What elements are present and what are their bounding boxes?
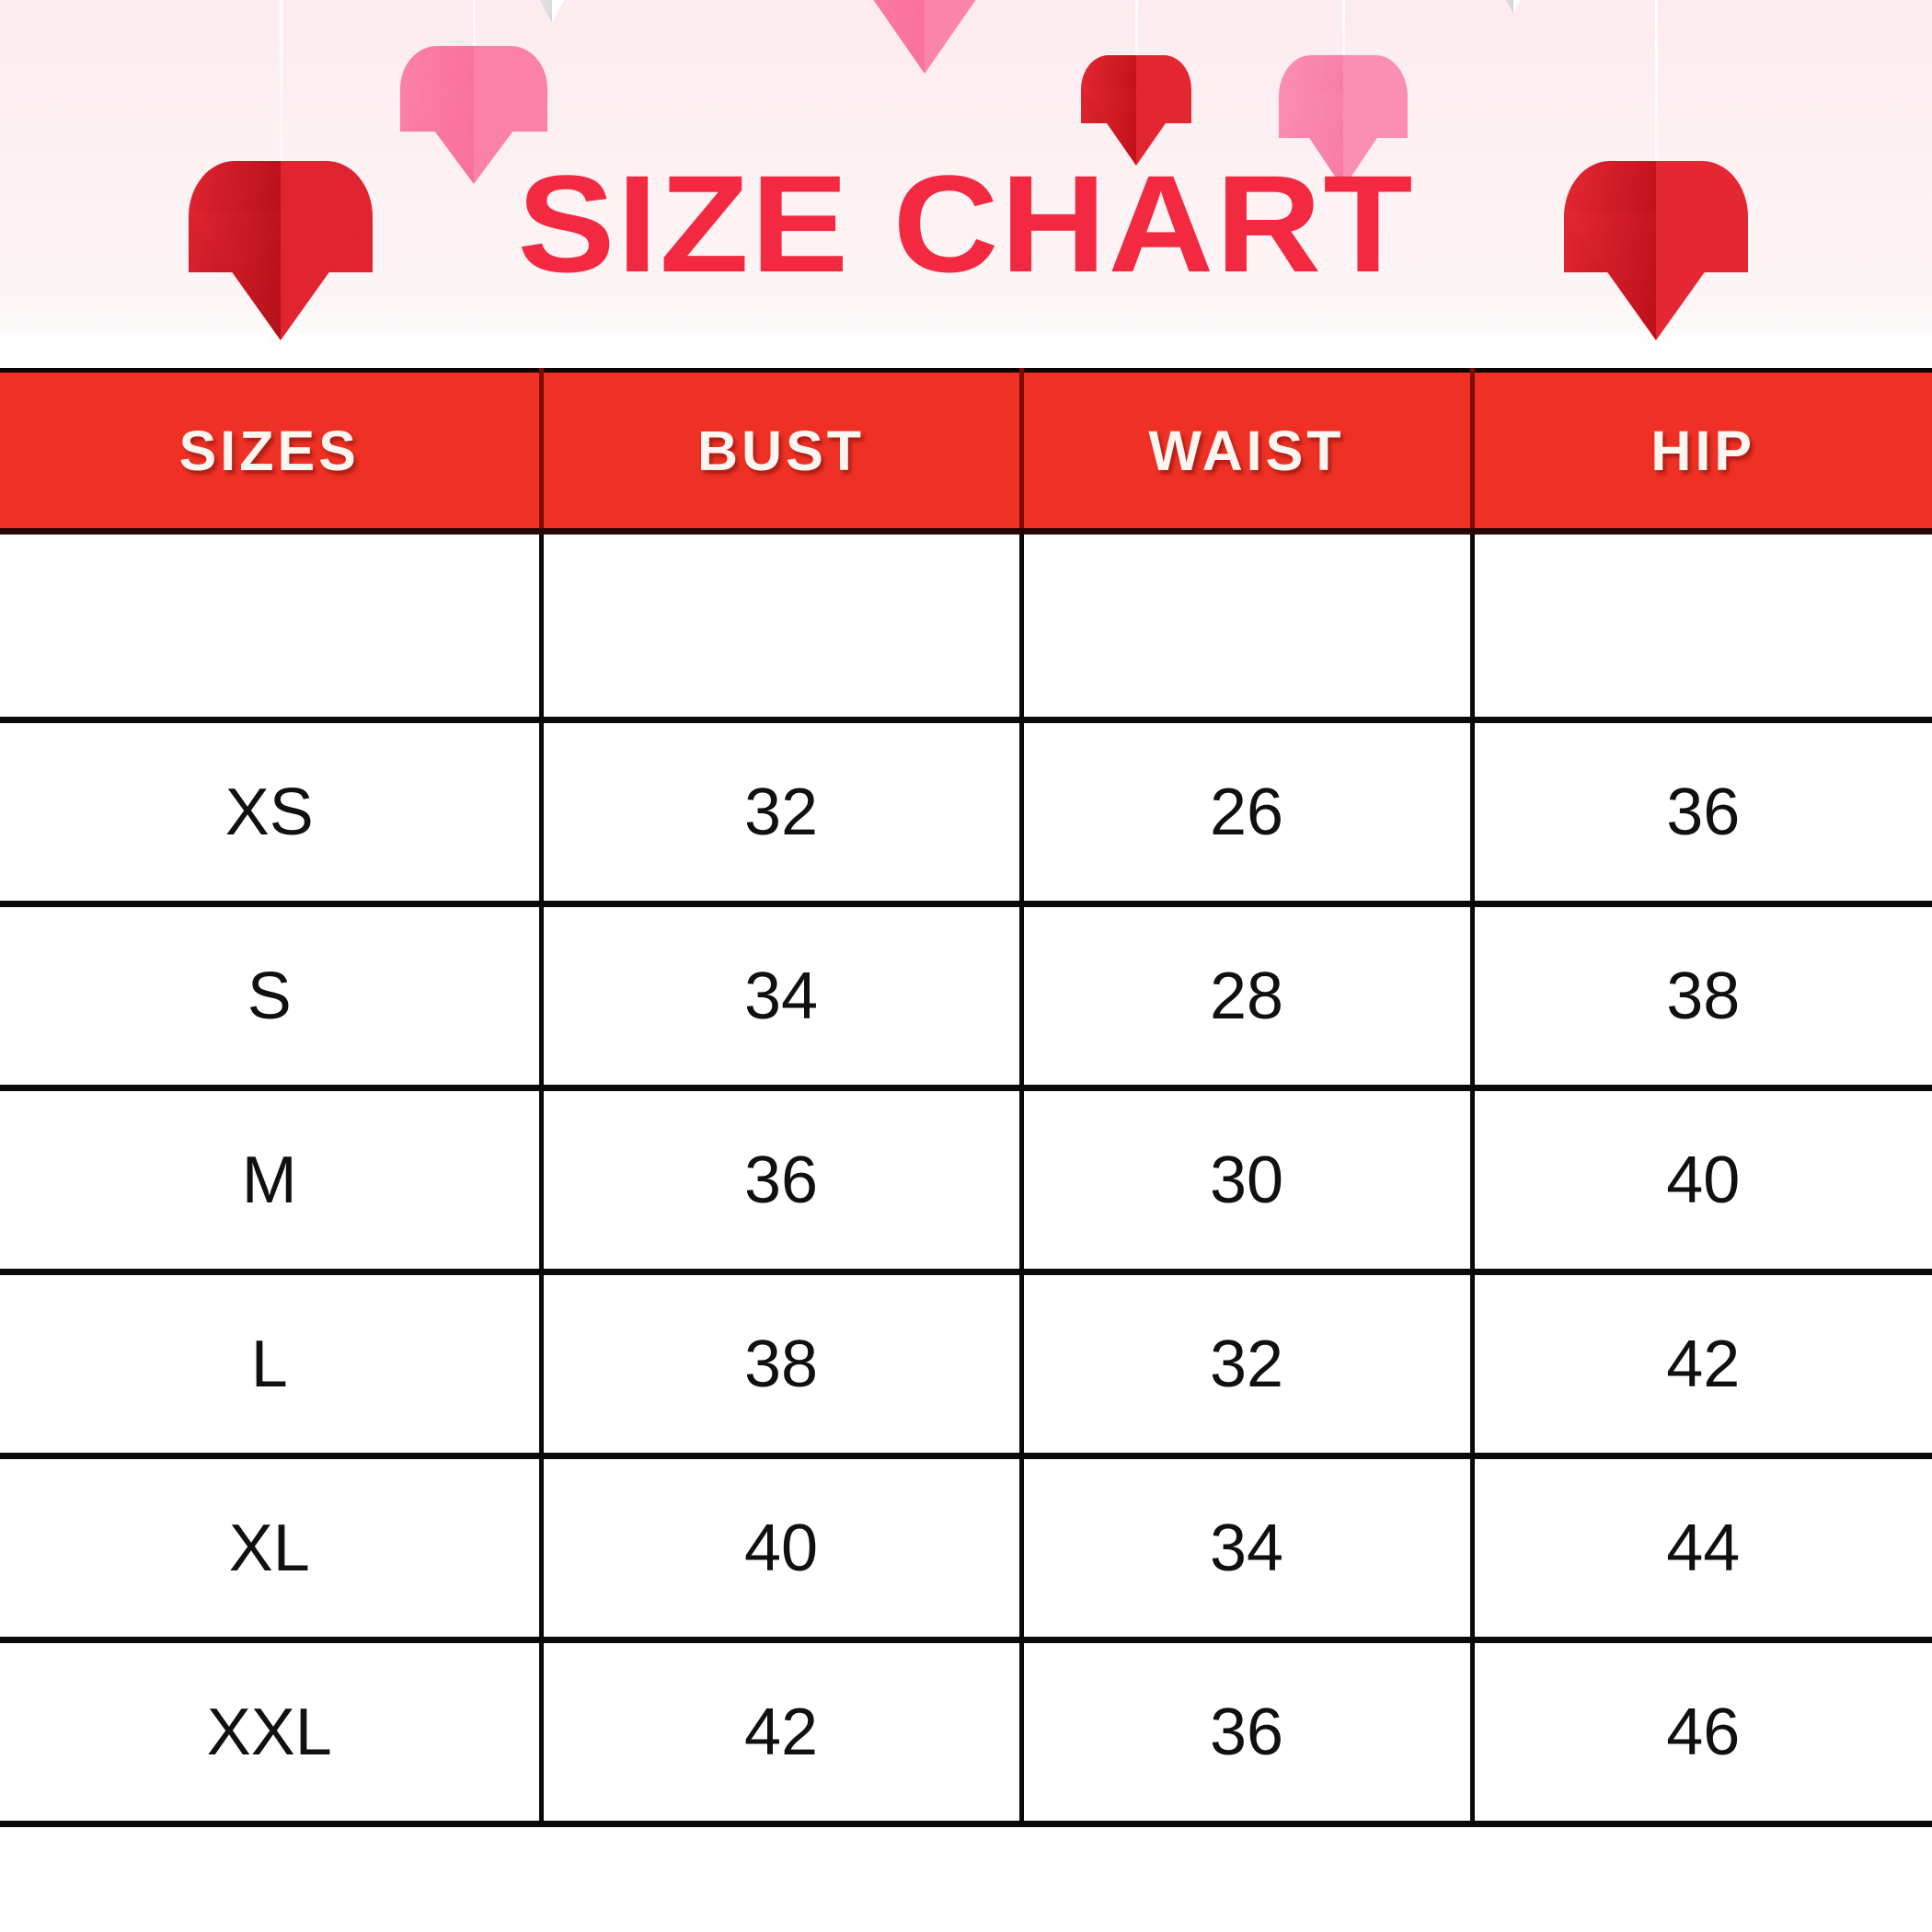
size-chart-table: SIZES BUST WAIST HIP XS 32 26 36 S 34 28 38 M 36 3… [0, 368, 1932, 1827]
column-header-waist: WAIST [1018, 368, 1475, 535]
waist-cell: 30 [1018, 1087, 1475, 1275]
bust-cell: 34 [538, 903, 1024, 1091]
column-header-sizes: SIZES [0, 368, 544, 535]
heart-red-top-mid-icon [1081, 55, 1191, 166]
table-spacer-cell [1469, 531, 1932, 723]
page-title: SIZE CHART [517, 146, 1415, 301]
table-row: XXL 42 36 46 [0, 1639, 1932, 1827]
size-cell: M [0, 1087, 544, 1275]
waist-cell: 28 [1018, 903, 1475, 1091]
heart-string [1134, 0, 1138, 61]
heart-pink-top-right-icon [1279, 55, 1408, 189]
waist-cell: 26 [1018, 719, 1475, 907]
column-header-hip: HIP [1469, 368, 1932, 535]
bust-cell: 36 [538, 1087, 1024, 1275]
heart-string [1341, 0, 1345, 61]
table-spacer-cell [538, 531, 1024, 723]
heart-string [472, 0, 476, 52]
table-row: M 36 30 40 [0, 1087, 1932, 1275]
size-cell: XXL [0, 1639, 544, 1827]
table-spacer-cell [1018, 531, 1475, 723]
table-header-row: SIZES BUST WAIST HIP [0, 368, 1932, 535]
waist-cell: 34 [1018, 1455, 1475, 1643]
banner-fade-divider [0, 304, 1932, 368]
decorative-banner: SIZE CHART [0, 0, 1932, 368]
waist-cell: 32 [1018, 1271, 1475, 1459]
hip-cell: 40 [1469, 1087, 1932, 1275]
heart-string [1654, 0, 1658, 167]
table-row: XL 40 34 44 [0, 1455, 1932, 1643]
table-spacer-row [0, 531, 1932, 723]
bust-cell: 40 [538, 1455, 1024, 1643]
table-spacer-cell [0, 531, 544, 723]
heart-white-top-far-right-icon [1463, 0, 1564, 14]
waist-cell: 36 [1018, 1639, 1475, 1827]
table-row: L 38 32 42 [0, 1271, 1932, 1459]
table-row: S 34 28 38 [0, 903, 1932, 1091]
size-table-container: SIZES BUST WAIST HIP XS 32 26 36 S 34 28 38 M 36 3… [0, 368, 1932, 1932]
table-body: XS 32 26 36 S 34 28 38 M 36 30 40 L 38 32 42 XL 40 34 44 XXL… [0, 531, 1932, 1827]
bust-cell: 32 [538, 719, 1024, 907]
size-cell: L [0, 1271, 544, 1459]
heart-string [279, 0, 282, 167]
hip-cell: 42 [1469, 1271, 1932, 1459]
heart-white-top-left-icon [501, 0, 603, 23]
heart-pink-upper-left-icon [400, 46, 547, 184]
table-header: SIZES BUST WAIST HIP [0, 368, 1932, 535]
size-cell: XS [0, 719, 544, 907]
heart-red-left-big-icon [189, 161, 373, 340]
hip-cell: 36 [1469, 719, 1932, 907]
size-cell: S [0, 903, 544, 1091]
heart-pink-large-top-icon [819, 0, 1030, 74]
hip-cell: 38 [1469, 903, 1932, 1091]
hip-cell: 44 [1469, 1455, 1932, 1643]
bust-cell: 42 [538, 1639, 1024, 1827]
table-row: XS 32 26 36 [0, 719, 1932, 907]
column-header-bust: BUST [538, 368, 1024, 535]
hip-cell: 46 [1469, 1639, 1932, 1827]
heart-red-right-big-icon [1564, 161, 1748, 340]
size-cell: XL [0, 1455, 544, 1643]
bust-cell: 38 [538, 1271, 1024, 1459]
